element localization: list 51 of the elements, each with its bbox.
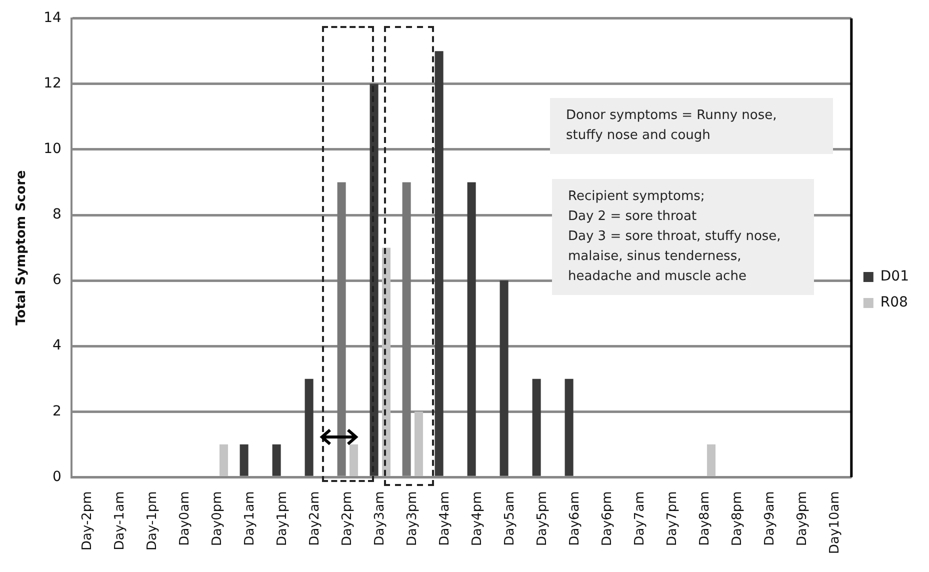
y-tick-label: 0 xyxy=(52,468,62,485)
x-tick-label: Day1pm xyxy=(275,491,290,546)
bar xyxy=(467,182,476,476)
bar xyxy=(240,444,248,476)
bar xyxy=(349,444,358,476)
x-tick-label: Day-1am xyxy=(112,491,128,550)
y-tick-label: 2 xyxy=(52,403,62,420)
x-tick-label: Day10am xyxy=(828,491,843,554)
legend-label: D01 xyxy=(880,268,910,285)
x-tick-label: Day5pm xyxy=(535,491,550,546)
bar xyxy=(272,444,281,476)
x-tick-label: Day0am xyxy=(178,491,193,546)
y-tick-label: 14 xyxy=(44,10,62,26)
bar xyxy=(414,412,424,476)
text-box: Recipient symptoms; Day 2 = sore throat Day 3 = sore throat, stuffy nose, malaise, sinus tenderness, headache and muscle ache xyxy=(552,179,814,295)
bar xyxy=(402,182,411,476)
x-tick-label: Day2am xyxy=(308,491,323,546)
x-tick-label: Day3am xyxy=(372,491,388,546)
y-tick-label: 4 xyxy=(52,338,62,354)
y-tick-label: 12 xyxy=(44,76,62,92)
x-tick-label: Day3pm xyxy=(405,491,420,546)
x-tick-label: Day6am xyxy=(568,491,583,546)
x-tick-label: Day4am xyxy=(438,491,453,546)
x-tick-label: Day9pm xyxy=(795,491,810,546)
text-box: Donor symptoms = Runny nose, stuffy nose and cough xyxy=(550,98,833,154)
y-tick-label: 8 xyxy=(52,206,62,223)
legend-label: R08 xyxy=(880,294,908,311)
y-tick-label: 6 xyxy=(52,272,62,288)
y-tick-label: 10 xyxy=(44,141,62,158)
x-tick-label: Day4pm xyxy=(470,491,486,546)
x-tick-label: Day8pm xyxy=(730,491,746,546)
x-tick-label: Day5am xyxy=(502,491,518,546)
bar xyxy=(304,378,314,476)
bar xyxy=(500,280,508,476)
x-tick-label: Day7pm xyxy=(665,491,680,546)
bar xyxy=(434,51,444,476)
y-axis-title: Total Symptom Score xyxy=(14,170,30,326)
bar xyxy=(706,444,716,476)
bar xyxy=(564,378,574,476)
x-tick-label: Day8am xyxy=(698,491,713,546)
bar xyxy=(337,182,346,476)
x-tick-label: Day2pm xyxy=(340,491,356,546)
bar xyxy=(219,444,228,476)
x-tick-label: Day-1pm xyxy=(145,491,160,550)
bar xyxy=(532,378,541,476)
x-tick-label: Day1am xyxy=(242,491,258,546)
x-tick-label: Day7am xyxy=(632,491,648,546)
x-tick-label: Day9am xyxy=(762,491,778,546)
x-tick-label: Day-2pm xyxy=(80,491,96,550)
x-tick-label: Day6pm xyxy=(600,491,616,546)
x-tick-label: Day0pm xyxy=(210,491,226,546)
